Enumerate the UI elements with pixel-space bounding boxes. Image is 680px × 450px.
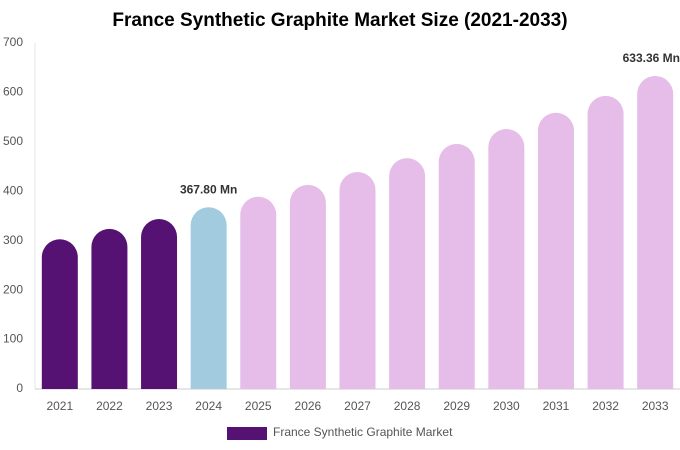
x-tick-label: 2033 bbox=[642, 399, 669, 413]
y-tick-label: 100 bbox=[3, 332, 23, 346]
x-tick-label: 2028 bbox=[394, 399, 421, 413]
bar bbox=[537, 112, 574, 389]
value-label: 367.80 Mn bbox=[180, 182, 237, 196]
x-tick-label: 2026 bbox=[295, 399, 322, 413]
chart-title: France Synthetic Graphite Market Size (2… bbox=[112, 10, 567, 31]
y-tick-label: 400 bbox=[3, 183, 23, 197]
bar bbox=[91, 228, 128, 389]
x-tick-label: 2031 bbox=[543, 399, 570, 413]
bar bbox=[339, 172, 376, 389]
x-tick-label: 2030 bbox=[493, 399, 520, 413]
bar bbox=[190, 207, 227, 389]
y-tick-label: 500 bbox=[3, 134, 23, 148]
value-label: 633.36 Mn bbox=[623, 51, 680, 65]
bar bbox=[389, 158, 426, 389]
x-tick-label: 2022 bbox=[96, 399, 123, 413]
x-tick-label: 2021 bbox=[46, 399, 73, 413]
x-tick-label: 2027 bbox=[344, 399, 371, 413]
x-tick-label: 2025 bbox=[245, 399, 272, 413]
bar bbox=[438, 143, 475, 389]
legend-label: France Synthetic Graphite Market bbox=[273, 425, 453, 439]
x-tick-label: 2032 bbox=[592, 399, 619, 413]
x-tick-label: 2029 bbox=[443, 399, 470, 413]
bar bbox=[240, 196, 277, 389]
bar bbox=[488, 129, 525, 389]
bar bbox=[289, 184, 326, 389]
y-tick-label: 600 bbox=[3, 85, 23, 99]
x-tick-label: 2024 bbox=[195, 399, 222, 413]
y-tick-label: 0 bbox=[16, 381, 23, 395]
bar bbox=[41, 239, 78, 389]
legend-swatch bbox=[227, 427, 267, 440]
y-tick-label: 200 bbox=[3, 282, 23, 296]
y-tick-label: 700 bbox=[3, 35, 23, 49]
bar bbox=[141, 218, 178, 389]
bar bbox=[637, 75, 674, 389]
bar bbox=[587, 95, 624, 389]
x-tick-label: 2023 bbox=[146, 399, 173, 413]
y-tick-label: 300 bbox=[3, 233, 23, 247]
